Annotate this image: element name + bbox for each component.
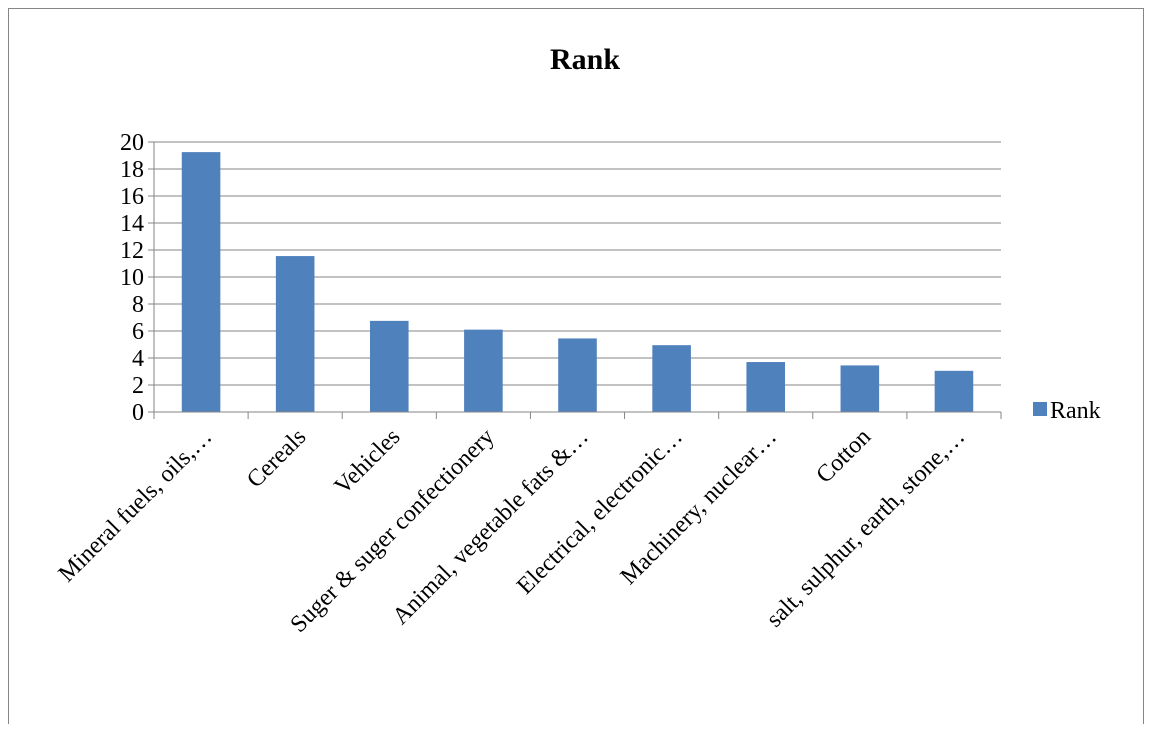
y-tick-label: 10 [120, 265, 144, 291]
bar [558, 338, 597, 412]
chart-frame: Rank 0 2 4 6 8 10 12 14 16 18 20 Mineral fuels, oi… [8, 8, 1144, 724]
x-tick-label: Animal, vegetable fats &… [388, 424, 594, 630]
x-axis-tick-labels: Mineral fuels, oils,… Cereals VehiclesSuge… [54, 424, 970, 638]
legend-swatch [1033, 402, 1047, 416]
y-tick-label: 12 [120, 238, 144, 264]
chart-title: Rank [550, 43, 620, 76]
x-tick-label: Cereals [242, 424, 311, 493]
y-tick-label: 14 [120, 211, 144, 237]
bar [746, 362, 786, 412]
y-tick-label: 8 [132, 292, 144, 318]
y-tick-label: 6 [132, 319, 144, 345]
axes [153, 142, 1002, 419]
y-tick-label: 20 [120, 130, 144, 156]
bars [181, 152, 974, 412]
x-tick-label: Mineral fuels, oils,… [54, 424, 218, 588]
x-tick-label: Electrical, electronic… [512, 424, 688, 600]
x-tick-label: Cotton [811, 424, 876, 489]
bar [464, 329, 503, 412]
y-tick-label: 4 [132, 346, 144, 372]
y-tick-label: 0 [132, 400, 144, 426]
bar [369, 320, 409, 412]
legend-label: Rank [1050, 398, 1101, 424]
y-tick-label: 2 [132, 373, 144, 399]
bar [181, 152, 221, 412]
legend: Rank [1033, 398, 1101, 424]
x-tick-label: Machinery, nuclear… [616, 424, 782, 590]
bar [840, 365, 880, 412]
bar [652, 345, 691, 412]
y-tick-label: 18 [120, 157, 144, 183]
bar [934, 370, 974, 412]
y-tick-label: 16 [120, 184, 144, 210]
x-tick-label: Vehicles [330, 424, 406, 500]
x-tick-label: salt, sulphur, earth, stone,… [762, 424, 971, 633]
bar [275, 256, 315, 412]
